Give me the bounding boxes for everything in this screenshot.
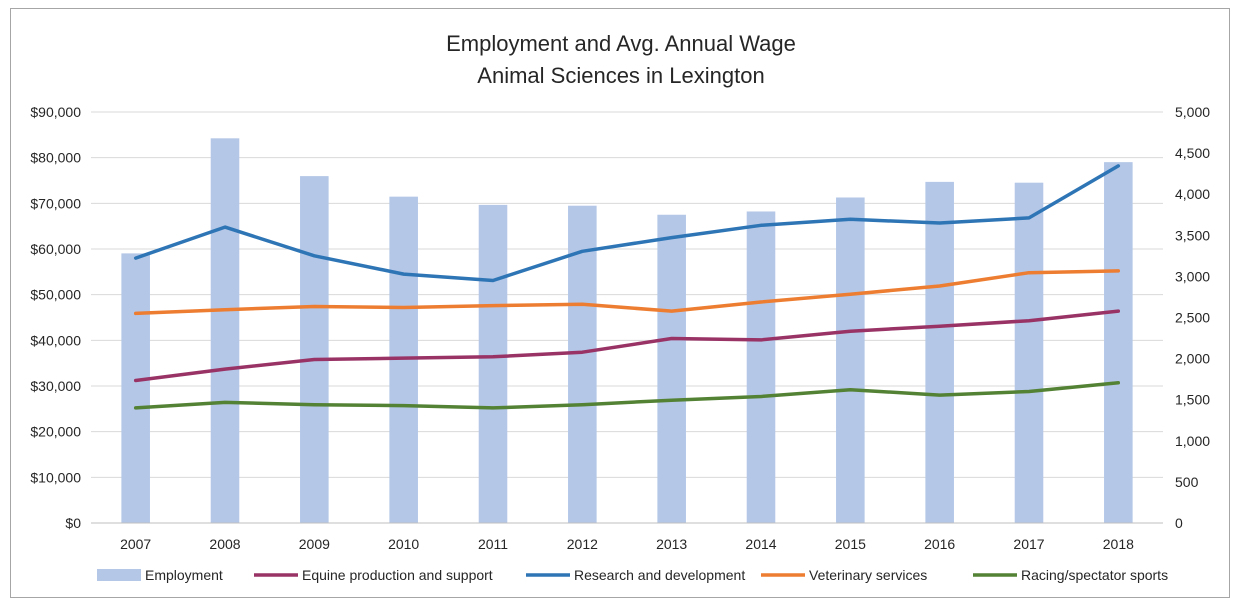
employment-bar bbox=[925, 181, 954, 523]
y-right-tick-label: 3,500 bbox=[1175, 227, 1210, 243]
y-left-tick-label: $80,000 bbox=[30, 150, 81, 166]
employment-bar bbox=[478, 204, 508, 524]
series-line-veterinary-services bbox=[133, 269, 1121, 316]
legend: Employment Equine production and support R… bbox=[97, 567, 1168, 583]
left-axis-ticks: $0 $10,000 $20,000 $30,000 $40,000 $50,000 $60… bbox=[30, 104, 81, 531]
right-axis-ticks: 0 500 1,000 1,500 2,000 2,500 3,000 3,500 4,000 4… bbox=[1175, 104, 1210, 531]
y-left-tick-label: $70,000 bbox=[30, 195, 81, 211]
y-left-tick-label: $30,000 bbox=[30, 378, 81, 394]
y-right-tick-label: 2,000 bbox=[1175, 351, 1210, 367]
employment-bars bbox=[121, 138, 1133, 524]
x-tick-label: 2013 bbox=[656, 536, 687, 552]
legend-label: Racing/spectator sports bbox=[1021, 567, 1168, 583]
x-tick-label: 2011 bbox=[478, 536, 508, 552]
legend-label: Equine production and support bbox=[302, 567, 493, 583]
x-axis-ticks: 2007 2008 2009 2010 2011 2012 2013 2014 2015 2016… bbox=[91, 522, 1163, 552]
y-right-tick-label: 4,500 bbox=[1175, 145, 1210, 161]
employment-bar bbox=[1104, 162, 1133, 523]
y-left-tick-label: $50,000 bbox=[30, 287, 81, 303]
legend-label: Veterinary services bbox=[809, 567, 927, 583]
y-right-tick-label: 1,000 bbox=[1175, 433, 1210, 449]
employment-bar bbox=[836, 197, 865, 523]
wage-lines bbox=[133, 164, 1121, 410]
y-left-tick-label: $0 bbox=[65, 515, 81, 531]
y-left-tick-label: $60,000 bbox=[30, 241, 81, 257]
y-right-tick-label: 1,500 bbox=[1175, 392, 1210, 408]
employment-bar bbox=[121, 253, 150, 523]
chart-title: Employment and Avg. Annual Wage Animal S… bbox=[446, 31, 796, 88]
x-tick-label: 2017 bbox=[1013, 536, 1044, 552]
y-left-tick-label: $40,000 bbox=[30, 332, 81, 348]
employment-bar bbox=[657, 214, 686, 523]
series-line-racing-spectator-sports bbox=[133, 381, 1121, 410]
legend-swatch bbox=[97, 569, 141, 581]
y-right-tick-label: 5,000 bbox=[1175, 104, 1210, 120]
y-right-tick-label: 3,000 bbox=[1175, 268, 1210, 284]
gridlines bbox=[91, 111, 1163, 524]
x-tick-label: 2016 bbox=[924, 536, 955, 552]
series-line-equine-production-and-support bbox=[133, 309, 1121, 383]
x-tick-label: 2009 bbox=[299, 536, 330, 552]
chart-frame: Employment and Avg. Annual Wage Animal S… bbox=[10, 8, 1230, 598]
x-tick-label: 2018 bbox=[1103, 536, 1134, 552]
series-line-research-and-development bbox=[133, 164, 1121, 283]
x-tick-label: 2014 bbox=[745, 536, 776, 552]
employment-bar bbox=[1014, 182, 1044, 523]
x-tick-label: 2010 bbox=[388, 536, 419, 552]
x-tick-label: 2015 bbox=[835, 536, 866, 552]
y-right-tick-label: 2,500 bbox=[1175, 310, 1210, 326]
chart-title-line-2: Animal Sciences in Lexington bbox=[477, 63, 764, 88]
employment-bar bbox=[300, 176, 329, 523]
x-tick-label: 2008 bbox=[209, 536, 240, 552]
y-right-tick-label: 4,000 bbox=[1175, 186, 1210, 202]
y-left-tick-label: $90,000 bbox=[30, 104, 81, 120]
y-left-tick-label: $10,000 bbox=[30, 469, 81, 485]
legend-label: Employment bbox=[145, 567, 223, 583]
y-right-tick-label: 0 bbox=[1175, 515, 1183, 531]
employment-bar bbox=[746, 211, 776, 523]
x-tick-label: 2007 bbox=[120, 536, 151, 552]
employment-bar bbox=[210, 138, 240, 523]
y-left-tick-label: $20,000 bbox=[30, 424, 81, 440]
y-right-tick-label: 500 bbox=[1175, 474, 1199, 490]
legend-label: Research and development bbox=[574, 567, 745, 583]
chart-title-line-1: Employment and Avg. Annual Wage bbox=[446, 31, 796, 56]
employment-bar bbox=[568, 205, 597, 523]
x-tick-label: 2012 bbox=[567, 536, 598, 552]
chart: Employment and Avg. Annual Wage Animal S… bbox=[30, 31, 1210, 583]
